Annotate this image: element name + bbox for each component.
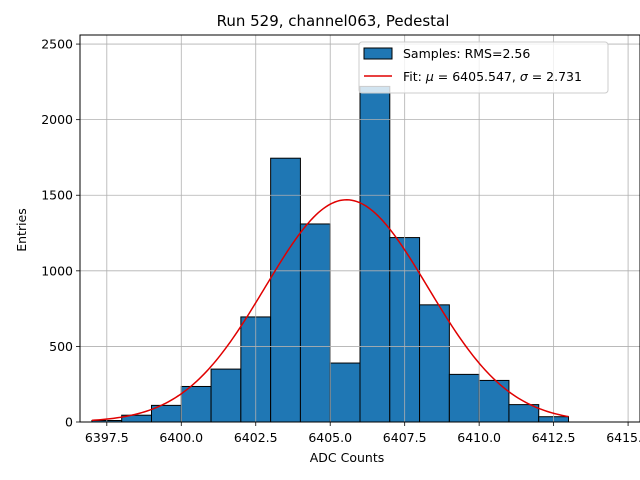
histogram-bar	[180, 385, 212, 423]
fit-curve-layer	[91, 199, 569, 422]
histogram-bar	[478, 379, 510, 423]
legend-box	[358, 41, 609, 94]
legend-fit-mu-symbol: μ	[425, 69, 434, 84]
x-tick-label: 6397.5	[85, 430, 129, 445]
y-axis-label: Entries	[14, 208, 29, 252]
chart-title: Run 529, channel063, Pedestal	[217, 12, 450, 30]
legend-fit-prefix: Fit:	[403, 69, 426, 84]
legend-fit-sigma-value: = 2.731	[528, 69, 582, 84]
x-tick-label: 6407.5	[383, 430, 427, 445]
x-tick-label: 6410.0	[457, 430, 501, 445]
legend-samples-label: Samples: RMS=2.56	[403, 46, 530, 61]
y-tick-label: 1000	[41, 263, 73, 278]
y-tick-label: 1500	[41, 188, 73, 203]
legend-fit-label: Fit: μ = 6405.547, σ = 2.731	[403, 69, 582, 84]
histogram-bar	[448, 373, 480, 423]
grid-lines	[80, 35, 640, 423]
legend-fit-mu-value: = 6405.547,	[434, 69, 520, 84]
histogram-bar	[419, 304, 450, 423]
y-axis-ticks: 0 500 1000 1500 2000 2500	[41, 37, 80, 430]
x-tick-label: 6412.5	[532, 430, 576, 445]
histogram-bar	[329, 362, 361, 423]
x-tick-label: 6405.0	[308, 430, 352, 445]
legend-samples-swatch	[363, 47, 393, 60]
histogram-bar	[299, 223, 331, 423]
histogram-bar	[210, 368, 242, 423]
x-axis-ticks: 6397.5 6400.0 6402.5 6405.0 6407.5 6410.0 6412…	[85, 422, 640, 445]
y-tick-label: 500	[49, 339, 73, 354]
legend: Samples: RMS=2.56 Fit: μ = 6405.547, σ =…	[358, 41, 609, 94]
axes-frame	[79, 34, 640, 423]
x-axis-label: ADC Counts	[310, 450, 385, 465]
x-tick-label: 6400.0	[159, 430, 203, 445]
fit-curve	[91, 199, 569, 422]
x-tick-label: 6415.0	[606, 430, 640, 445]
histogram-bar	[270, 157, 301, 423]
y-tick-label: 2500	[41, 37, 73, 52]
y-tick-label: 2000	[41, 112, 73, 127]
legend-fit-sigma-symbol: σ	[520, 69, 529, 84]
y-tick-label: 0	[65, 415, 73, 430]
x-tick-label: 6402.5	[234, 430, 278, 445]
histogram-bar	[359, 85, 391, 423]
